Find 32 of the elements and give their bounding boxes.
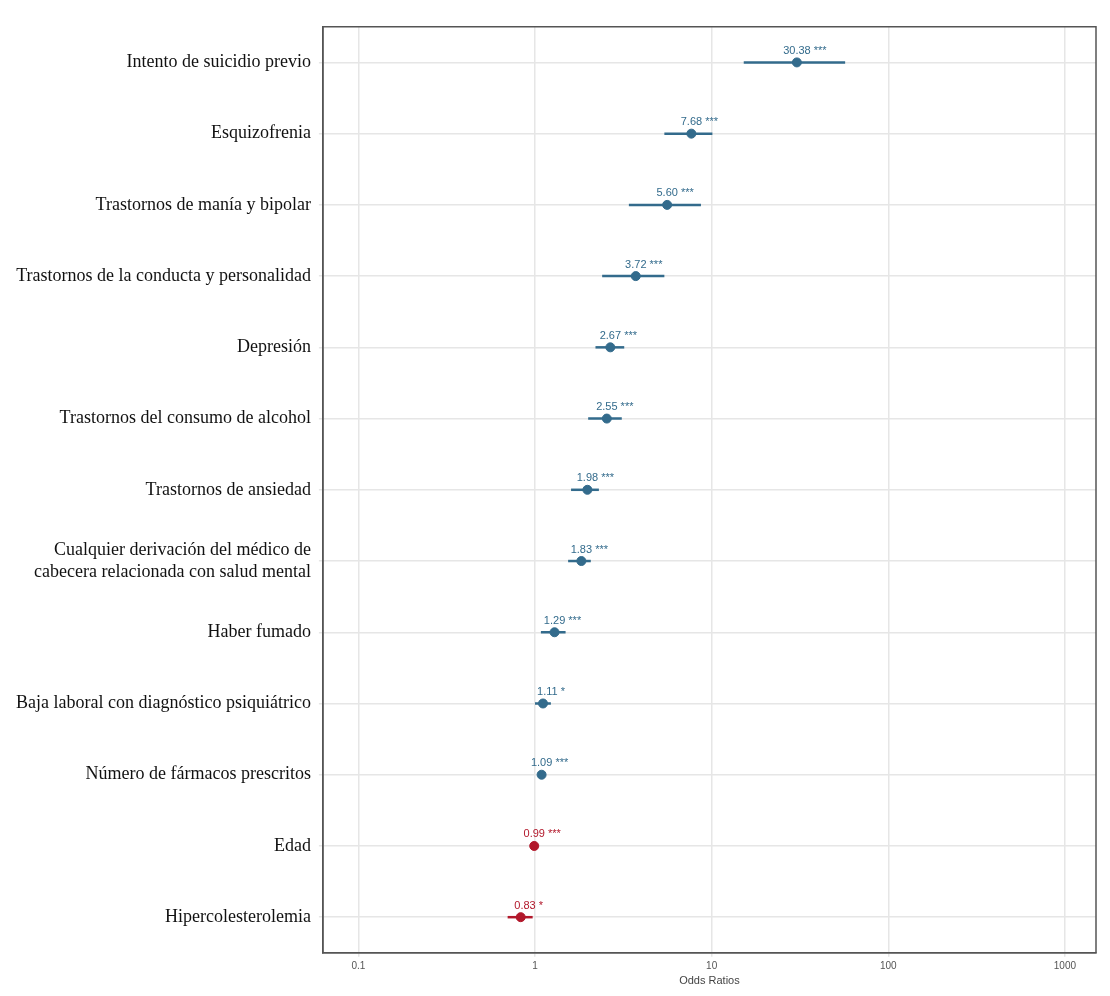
data-label: 1.98 *** (576, 471, 615, 484)
x-tick-label: 0.1 (351, 959, 366, 971)
x-tick-label: 1000 (1053, 959, 1077, 971)
y-tick-label: Trastornos de la conducta y personalidad (16, 264, 311, 285)
y-tick-label: Baja laboral con diagnóstico psiquiátrico (16, 692, 311, 713)
data-label: 1.29 *** (543, 613, 582, 626)
data-label: 2.55 *** (596, 400, 635, 413)
y-tick-label: Número de fármacos prescritos (85, 763, 311, 784)
y-tick-label: Trastornos del consumo de alcohol (59, 407, 311, 428)
data-label: 7.68 *** (680, 115, 719, 128)
y-tick-label: Hipercolesterolemia (164, 905, 311, 926)
data-label: 1.11 * (537, 685, 566, 698)
y-tick-label: Esquizofrenia (210, 122, 311, 143)
y-tick-label: Depresión (236, 336, 311, 357)
data-label: 30.38 *** (783, 43, 828, 56)
y-tick-label: Trastornos de ansiedad (145, 478, 311, 499)
x-tick-label: 100 (879, 959, 898, 971)
data-label: 0.83 * (514, 898, 544, 911)
y-tick-label: Cualquier derivación del médico de cabecera relacionada con salud mental (34, 538, 311, 581)
data-label: 1.83 *** (570, 542, 609, 555)
y-tick-label: Intento de suicidio previo (126, 51, 311, 72)
data-label: 3.72 *** (625, 257, 664, 270)
x-axis-title: Odds Ratios (679, 974, 741, 987)
y-tick-label: Trastornos de manía y bipolar (95, 193, 311, 214)
data-label: 1.09 *** (530, 756, 569, 769)
data-label: 2.67 *** (599, 328, 638, 341)
y-tick-label: Haber fumado (207, 621, 311, 641)
x-tick-label: 1 (532, 959, 539, 971)
y-tick-label: Edad (273, 834, 311, 855)
data-label: 0.99 *** (523, 827, 562, 840)
x-tick-label: 10 (706, 959, 718, 971)
data-label: 5.60 *** (656, 186, 695, 199)
